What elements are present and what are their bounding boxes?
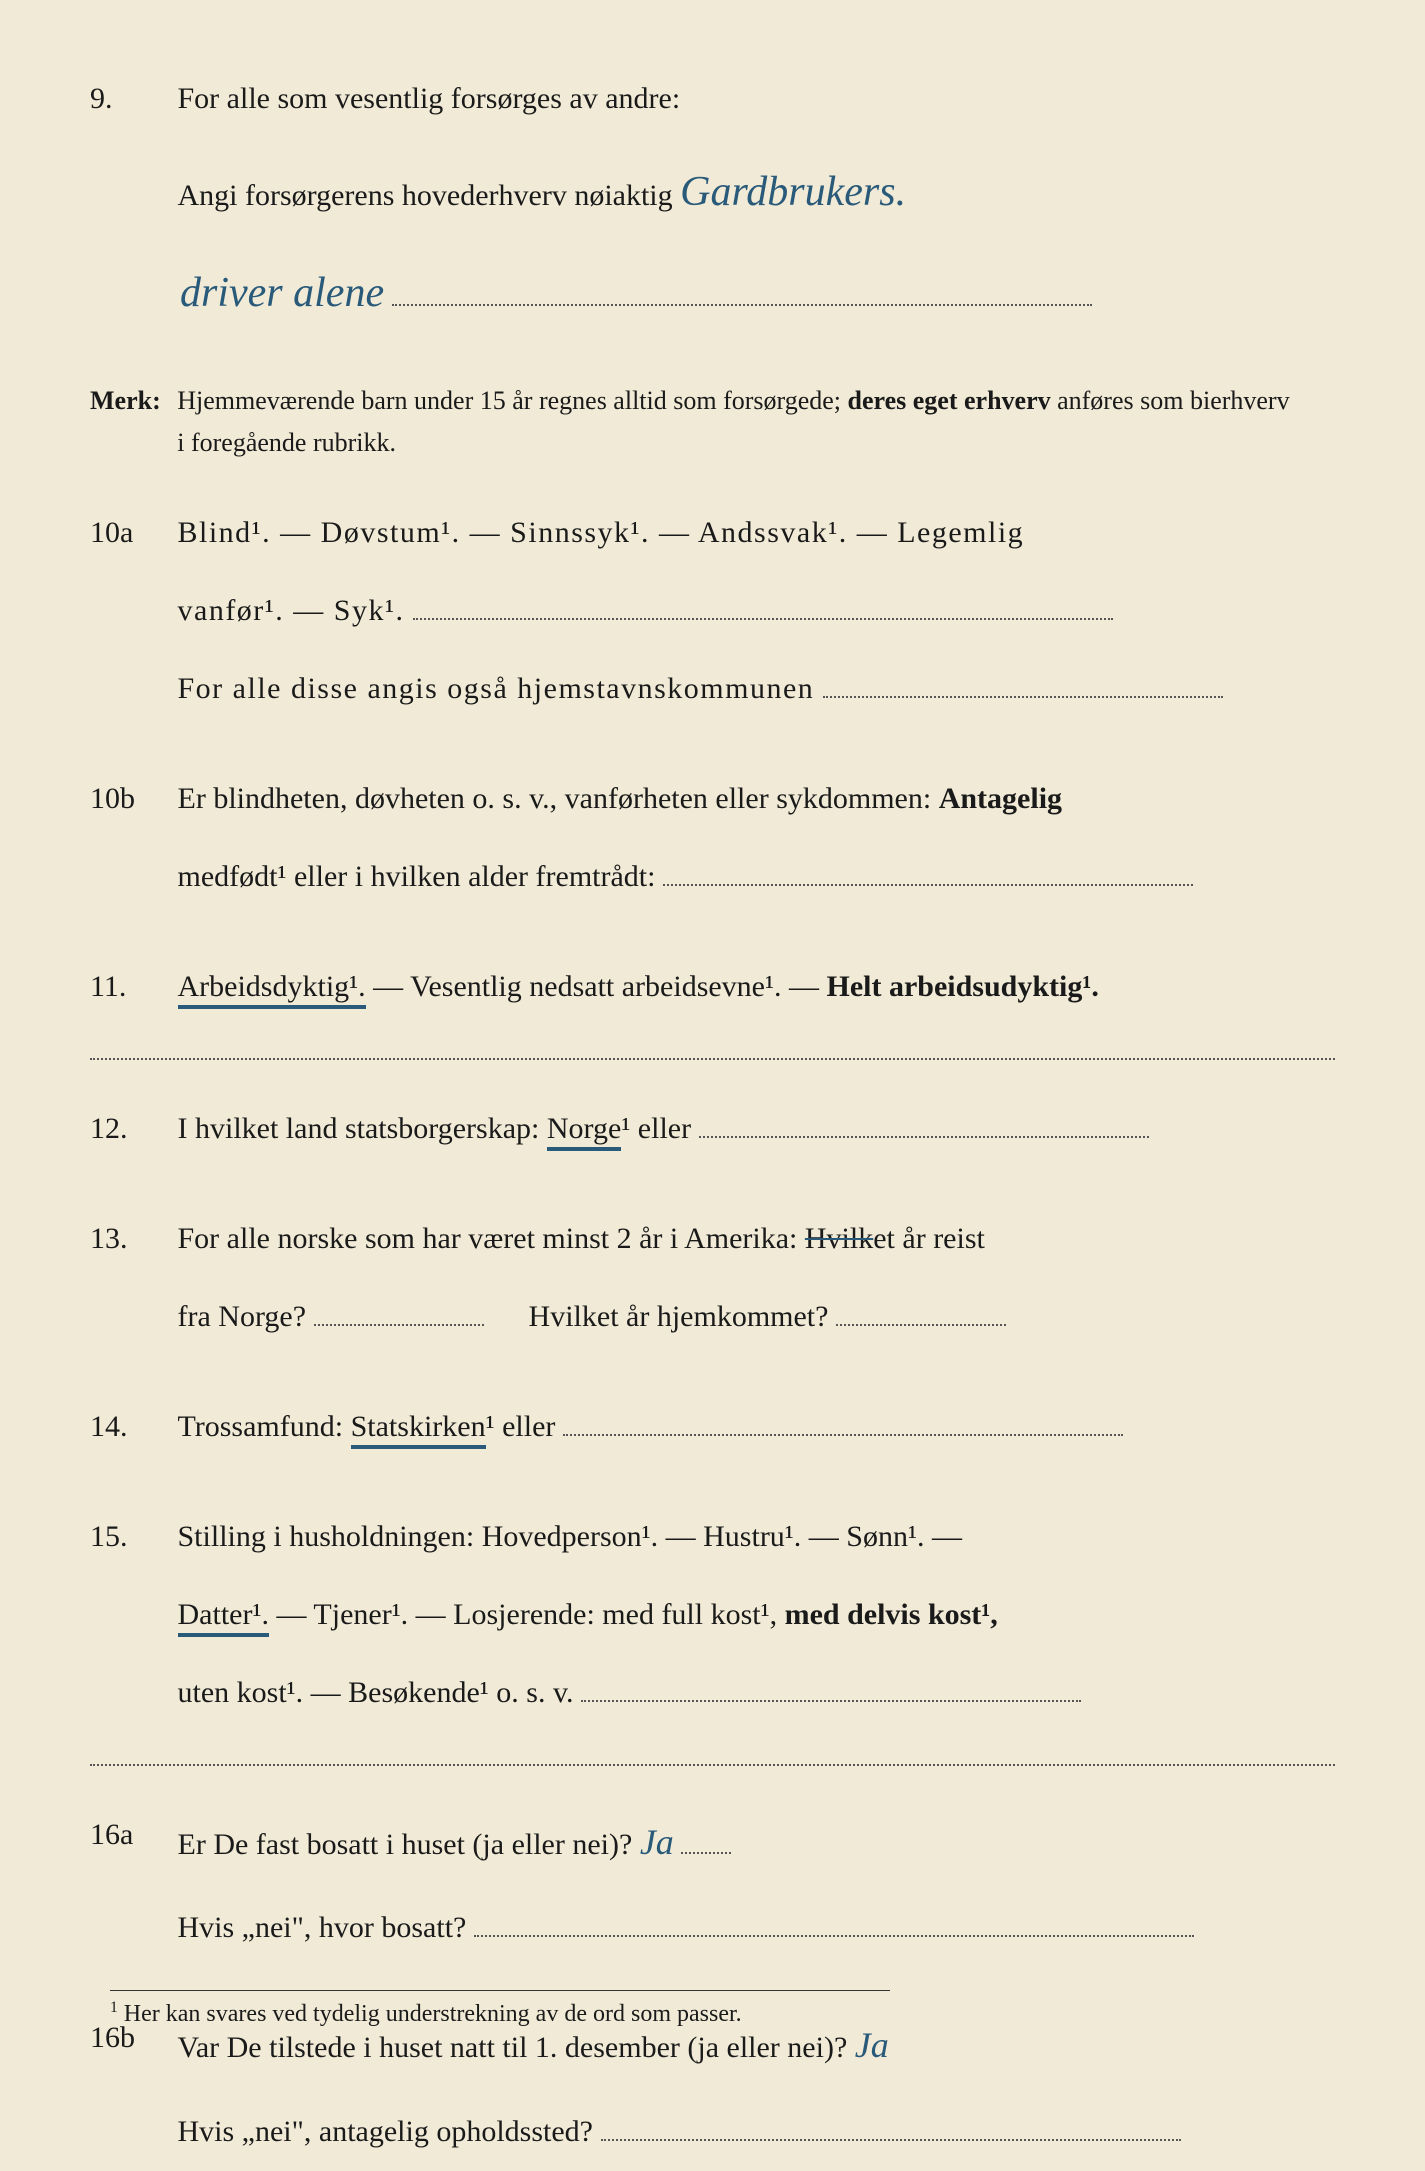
section-divider <box>90 1764 1335 1766</box>
q16a-number: 16a <box>90 1796 170 1874</box>
q10b-body: Er blindheten, døvheten o. s. v., vanfør… <box>178 760 1333 916</box>
census-form-page: 9. For alle som vesentlig forsørges av a… <box>0 0 1425 2048</box>
footnote-text: Her kan svares ved tydelig understreknin… <box>124 2001 742 2027</box>
q12-underlined: Norge <box>547 1112 621 1151</box>
dotted-fill <box>823 696 1223 698</box>
q9-handwritten-line2: driver alene <box>180 239 1335 348</box>
dotted-fill <box>699 1136 1149 1138</box>
question-15: 15. Stilling i husholdningen: Hovedperso… <box>90 1498 1335 1732</box>
q11-body: Arbeidsdyktig¹. — Vesentlig nedsatt arbe… <box>178 948 1333 1026</box>
q13-number: 13. <box>90 1200 170 1278</box>
q15-body: Stilling i husholdningen: Hovedperson¹. … <box>178 1498 1333 1732</box>
q10a-body: Blind¹. — Døvstum¹. — Sinnssyk¹. — Andss… <box>178 494 1333 728</box>
q10a-line3: For alle disse angis også hjemstavnskomm… <box>178 672 815 705</box>
merk-label: Merk: <box>90 380 161 422</box>
q14-underlined: Statskirken <box>351 1410 486 1449</box>
q14-body: Trossamfund: Statskirken¹ eller <box>178 1388 1333 1466</box>
dotted-fill <box>681 1852 731 1854</box>
q15-underlined: Datter¹. <box>178 1598 269 1637</box>
q10a-number: 10a <box>90 494 170 572</box>
dotted-fill <box>836 1324 1006 1326</box>
q14-number: 14. <box>90 1388 170 1466</box>
q9-body: For alle som vesentlig forsørges av andr… <box>178 60 1333 247</box>
q11-number: 11. <box>90 948 170 1026</box>
q10b-number: 10b <box>90 760 170 838</box>
q9-line1: For alle som vesentlig forsørges av andr… <box>178 82 681 115</box>
dotted-fill <box>474 1935 1194 1937</box>
dotted-fill <box>601 2139 1181 2141</box>
question-9: 9. For alle som vesentlig forsørges av a… <box>90 60 1335 348</box>
q16b-handwritten: Ja <box>855 2025 889 2065</box>
q9-handwritten-1: Gardbrukers. <box>680 138 906 247</box>
q9-handwritten-2: driver alene <box>180 239 384 348</box>
merk-text: Hjemmeværende barn under 15 år regnes al… <box>177 380 1292 463</box>
q9-number: 9. <box>90 60 170 138</box>
question-10b: 10b Er blindheten, døvheten o. s. v., va… <box>90 760 1335 916</box>
question-11: 11. Arbeidsdyktig¹. — Vesentlig nedsatt … <box>90 948 1335 1026</box>
question-10a: 10a Blind¹. — Døvstum¹. — Sinnssyk¹. — A… <box>90 494 1335 728</box>
q16a-handwritten: Ja <box>640 1822 674 1862</box>
q10a-options-2: vanfør¹. — Syk¹. <box>178 594 405 627</box>
q9-line2-label: Angi forsørgerens hovederhverv nøiaktig <box>178 179 673 212</box>
question-13: 13. For alle norske som har været minst … <box>90 1200 1335 1356</box>
merk-note: Merk: Hjemmeværende barn under 15 år reg… <box>90 380 1335 463</box>
question-16a: 16a Er De fast bosatt i huset (ja eller … <box>90 1796 1335 1968</box>
dotted-fill <box>392 304 1092 306</box>
q10b-line2: medfødt¹ eller i hvilken alder fremtrådt… <box>178 860 656 893</box>
dotted-fill <box>413 618 1113 620</box>
dotted-fill <box>581 1700 1081 1702</box>
q10a-options-1: Blind¹. — Døvstum¹. — Sinnssyk¹. — Andss… <box>178 516 1025 549</box>
q12-number: 12. <box>90 1090 170 1168</box>
q12-body: I hvilket land statsborgerskap: Norge¹ e… <box>178 1090 1333 1168</box>
section-divider <box>90 1058 1335 1060</box>
q16a-body: Er De fast bosatt i huset (ja eller nei)… <box>178 1796 1333 1968</box>
dotted-fill <box>563 1434 1123 1436</box>
q11-opt1-underlined: Arbeidsdyktig¹. <box>178 970 366 1009</box>
question-14: 14. Trossamfund: Statskirken¹ eller <box>90 1388 1335 1466</box>
q15-number: 15. <box>90 1498 170 1576</box>
footnote: 1 Her kan svares ved tydelig understrekn… <box>110 1990 890 2028</box>
q10b-line1: Er blindheten, døvheten o. s. v., vanfør… <box>178 782 939 815</box>
dotted-fill <box>663 884 1193 886</box>
question-12: 12. I hvilket land statsborgerskap: Norg… <box>90 1090 1335 1168</box>
q13-body: For alle norske som har været minst 2 år… <box>178 1200 1333 1356</box>
dotted-fill <box>314 1324 484 1326</box>
